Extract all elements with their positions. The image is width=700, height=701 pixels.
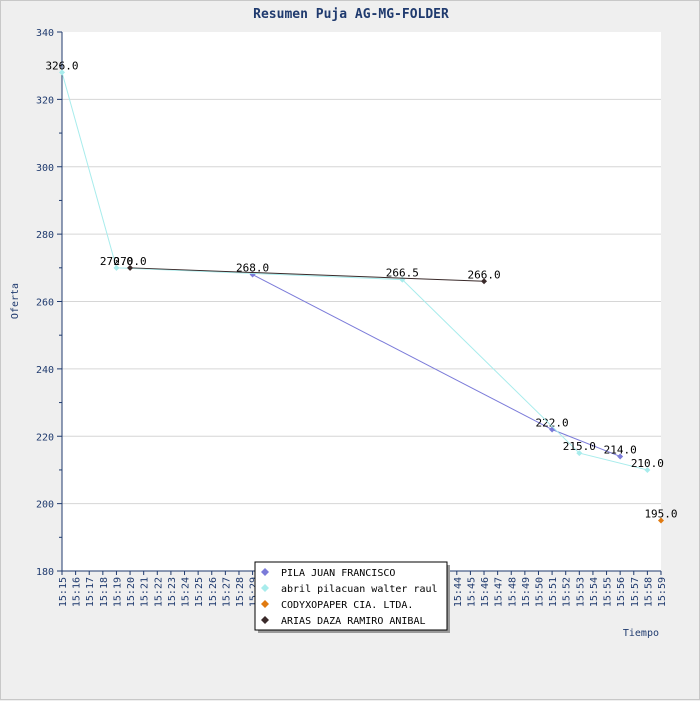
- data-label: 195.0: [644, 507, 677, 520]
- data-point: [59, 69, 65, 76]
- x-tick-label: 15:16: [72, 577, 83, 607]
- y-tick-label: 320: [36, 95, 54, 106]
- x-tick-label: 15:15: [58, 577, 69, 607]
- x-tick-label: 15:25: [194, 577, 205, 607]
- x-tick-label: 15:26: [208, 577, 219, 607]
- chart-title: Resumen Puja AG-MG-FOLDER: [253, 7, 449, 22]
- data-label: 210.0: [631, 457, 664, 470]
- x-tick-label: 15:51: [548, 577, 559, 607]
- x-tick-label: 15:19: [112, 577, 123, 607]
- y-tick-label: 240: [36, 365, 54, 376]
- data-point: [644, 466, 651, 473]
- x-tick-label: 15:49: [521, 577, 532, 607]
- x-tick-label: 15:57: [630, 577, 641, 607]
- x-tick-label: 15:29: [249, 577, 260, 607]
- x-tick-label: 15:27: [221, 577, 232, 607]
- legend-marker: [261, 600, 269, 608]
- x-tick-label: 15:54: [589, 577, 600, 607]
- data-label: 266.0: [467, 268, 500, 281]
- x-tick-label: 15:23: [167, 577, 178, 607]
- x-tick-label: 15:24: [181, 577, 192, 607]
- x-tick-label: 15:52: [562, 577, 573, 607]
- x-tick-label: 15:46: [480, 577, 491, 607]
- legend-entry: CODYXOPAPER CIA. LTDA.: [281, 600, 413, 611]
- data-point: [576, 450, 583, 457]
- x-tick-label: 15:48: [507, 577, 518, 607]
- y-tick-label: 200: [36, 500, 54, 511]
- x-tick-label: 15:18: [99, 577, 110, 607]
- legend-marker: [261, 584, 269, 592]
- x-tick-label: 15:59: [657, 577, 668, 607]
- x-tick-label: 15:44: [453, 577, 464, 607]
- data-label: 215.0: [563, 440, 596, 453]
- y-tick-label: 260: [36, 298, 54, 309]
- data-point: [113, 264, 120, 271]
- y-tick-label: 220: [36, 432, 54, 443]
- x-axis-title: Tiempo: [623, 628, 659, 639]
- data-label: 270.0: [100, 255, 133, 268]
- x-tick-label: 15:53: [575, 577, 586, 607]
- y-axis-title: Oferta: [10, 283, 21, 319]
- data-point: [481, 278, 488, 285]
- x-tick-label: 15:20: [126, 577, 137, 607]
- data-point: [617, 453, 624, 460]
- x-tick-label: 15:55: [603, 577, 614, 607]
- x-tick-label: 15:22: [153, 577, 164, 607]
- y-tick-label: 300: [36, 163, 54, 174]
- data-label: 266.5: [386, 267, 419, 280]
- data-point: [658, 517, 664, 524]
- y-tick-label: 340: [36, 28, 54, 39]
- legend-marker: [261, 568, 269, 576]
- y-tick-label: 280: [36, 230, 54, 241]
- legend-box: [254, 561, 448, 631]
- x-tick-label: 15:56: [616, 577, 627, 607]
- legend-entry: ARIAS DAZA RAMIRO ANIBAL: [281, 616, 426, 627]
- data-label: 270.0: [114, 255, 147, 268]
- x-tick-label: 15:47: [494, 577, 505, 607]
- x-tick-label: 15:45: [466, 577, 477, 607]
- data-label: 326.0: [45, 59, 78, 72]
- x-tick-label: 15:50: [534, 577, 545, 607]
- data-label: 222.0: [536, 417, 569, 430]
- legend-entry: abril pilacuan walter raul: [281, 584, 438, 595]
- series-line: [130, 267, 485, 282]
- data-label: 214.0: [604, 443, 637, 456]
- legend-marker: [261, 616, 269, 624]
- x-tick-label: 15:17: [85, 577, 96, 607]
- x-tick-label: 15:21: [140, 577, 151, 607]
- legend-entry: PILA JUAN FRANCISCO: [281, 568, 395, 579]
- x-tick-label: 15:58: [643, 577, 654, 607]
- data-label: 268.0: [236, 262, 269, 275]
- x-tick-label: 15:28: [235, 577, 246, 607]
- y-tick-label: 180: [36, 567, 54, 578]
